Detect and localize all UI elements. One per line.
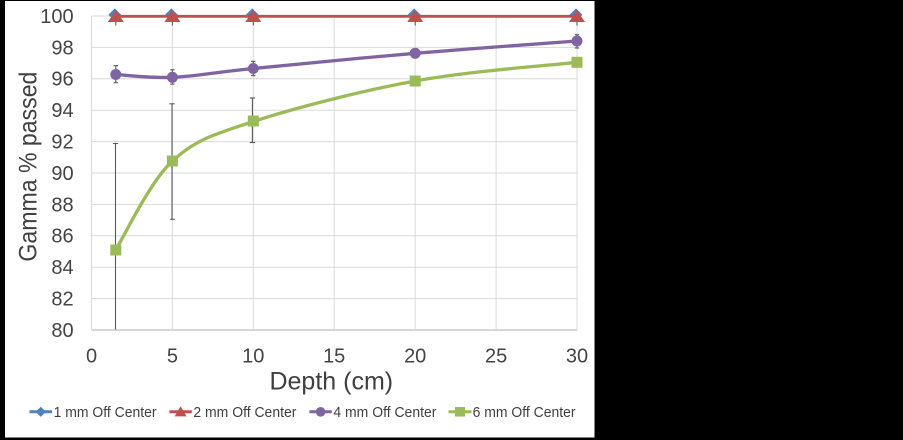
svg-text:20: 20 [404,345,426,367]
svg-text:10: 10 [242,345,264,367]
svg-text:0: 0 [86,345,97,367]
svg-text:5: 5 [167,345,178,367]
svg-text:96: 96 [51,69,73,91]
svg-text:98: 98 [51,37,73,59]
svg-text:94: 94 [51,100,73,122]
svg-text:1 mm Off Center: 1 mm Off Center [54,404,157,421]
svg-text:84: 84 [51,257,73,279]
svg-text:30: 30 [566,345,588,367]
svg-text:Depth (cm): Depth (cm) [269,368,393,396]
svg-text:92: 92 [51,132,73,154]
svg-text:82: 82 [51,289,73,311]
svg-text:90: 90 [51,163,73,185]
svg-text:Gamma % passed: Gamma % passed [14,72,42,262]
svg-text:4 mm Off Center: 4 mm Off Center [333,404,436,421]
svg-text:88: 88 [51,194,73,216]
svg-text:86: 86 [51,226,73,248]
svg-text:6 mm Off Center: 6 mm Off Center [473,404,576,421]
svg-text:25: 25 [485,345,507,367]
svg-text:80: 80 [51,320,73,342]
svg-text:2 mm Off Center: 2 mm Off Center [193,404,296,421]
svg-text:15: 15 [323,345,345,367]
svg-text:100: 100 [40,6,73,28]
